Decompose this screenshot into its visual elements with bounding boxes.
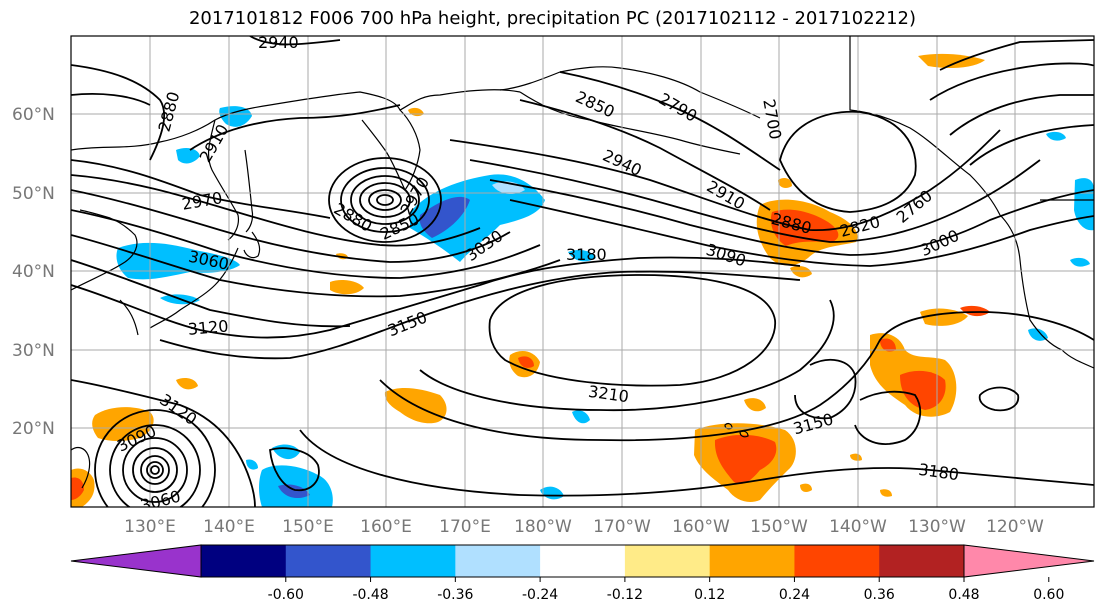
colorbar-swatch [201, 545, 287, 577]
height-contours [71, 36, 1094, 507]
colorbar-tick-label: -0.48 [352, 587, 388, 601]
precip-negative-kuril-north [219, 106, 252, 127]
lat-label-40n: 40°N [12, 262, 55, 282]
lon-label: 160°W [672, 517, 730, 537]
contour-label: 3120 [187, 316, 229, 338]
lon-label: 150°W [750, 517, 808, 537]
colorbar-tick-label: -0.12 [607, 587, 643, 601]
lat-label-50n: 50°N [12, 184, 55, 204]
colorbar-tick-label: 0.48 [948, 587, 979, 601]
lon-label: 150°E [282, 517, 334, 537]
contour-label: 2940 [258, 33, 299, 52]
lat-label-60n: 60°N [12, 105, 55, 125]
colorbar-tick-label: 0.24 [779, 587, 810, 601]
colorbar-swatch [455, 545, 541, 577]
longitude-labels: 130°E 140°E 150°E 160°E 170°E 180°W 170°… [124, 517, 1044, 537]
lat-label-20n: 20°N [12, 419, 55, 439]
map-title: 2017101812 F006 700 hPa height, precipit… [188, 8, 917, 29]
colorbar-outline [200, 544, 965, 578]
precip-negative-japan-north [116, 242, 240, 280]
colorbar-tick-label: 0.12 [694, 587, 725, 601]
colorbar-swatch [370, 545, 456, 577]
lon-label: 130°E [124, 517, 176, 537]
lon-label: 170°W [593, 517, 651, 537]
colorbar-swatch [879, 545, 965, 577]
lon-label: 140°W [829, 517, 887, 537]
colorbar-swatch [794, 545, 880, 577]
lon-label: 180°W [514, 517, 572, 537]
colorbar-tick-label: -0.24 [522, 587, 558, 601]
colorbar-swatch [540, 545, 626, 577]
lon-label: 120°W [986, 517, 1044, 537]
lon-label: 140°E [203, 517, 255, 537]
lat-label-30n: 30°N [12, 341, 55, 361]
map-frame [70, 35, 1095, 508]
colorbar-tick-label: -0.36 [437, 587, 473, 601]
colorbar-extension-high [963, 544, 1095, 578]
colorbar-swatch [285, 545, 372, 577]
latitude-labels: 60°N 50°N 40°N 30°N 20°N [12, 105, 55, 439]
contour-label: 3180 [566, 245, 607, 264]
colorbar-tick-label: 0.60 [1033, 587, 1064, 601]
colorbar-tick-label: 0.36 [864, 587, 895, 601]
colorbar-tick-label: -0.60 [268, 587, 304, 601]
lon-label: 160°E [360, 517, 412, 537]
precip-shading [71, 53, 1094, 507]
colorbar-swatch [709, 545, 795, 577]
colorbar: -0.60 -0.48 -0.36 -0.24 -0.12 0.12 0.24 0.36 0.4… [70, 544, 1095, 601]
lon-label: 130°W [908, 517, 966, 537]
colorbar-swatch [624, 545, 711, 577]
precip-negative-kamchatka-core [419, 196, 470, 238]
colorbar-extension-low [70, 544, 202, 578]
lon-label: 170°E [439, 517, 491, 537]
